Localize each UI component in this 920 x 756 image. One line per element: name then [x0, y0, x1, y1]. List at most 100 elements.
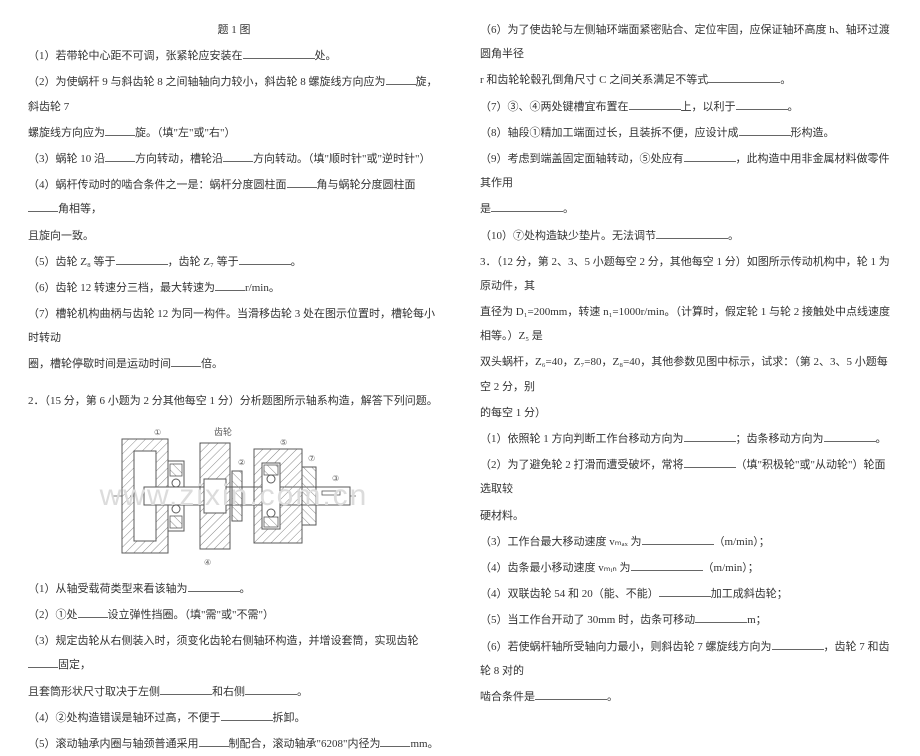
text: 且旋向一致。: [28, 230, 94, 242]
text: （7）③、④两处键槽宜布置在: [480, 101, 629, 113]
q2-head: 2．（15 分，第 6 小题为 2 分其他每空 1 分）分析题图所示轴系构造，解…: [28, 389, 440, 413]
q2-1: （1）从轴受载荷类型来看该轴为。: [28, 577, 440, 601]
text: （m/min）；: [703, 562, 759, 574]
svg-text:⑦: ⑦: [308, 454, 315, 463]
svg-text:③: ③: [332, 474, 339, 483]
text: （4）双联齿轮 54 和 20（能、不能）: [480, 588, 659, 600]
blank: [78, 606, 108, 618]
q1-7b: 圈，槽轮停歇时间是运动时间倍。: [28, 352, 440, 376]
blank: [629, 98, 681, 110]
text: 角与蜗轮分度圆柱面: [317, 179, 416, 191]
q3-2b: 硬材料。: [480, 504, 892, 528]
text: （1）从轴受载荷类型来看该轴为: [28, 583, 188, 595]
text: 。: [780, 74, 791, 86]
text: 啮合条件是: [480, 691, 535, 703]
text: 。: [876, 433, 887, 445]
text: （3）蜗轮 10 沿: [28, 153, 105, 165]
text: （3）工作台最大移动速度 vₘₐₓ 为: [480, 536, 642, 548]
fig1-caption: 题 1 图: [28, 18, 440, 42]
svg-text:齿轮: 齿轮: [214, 426, 232, 437]
blank: [386, 73, 416, 85]
text: 且套筒形状尺寸取决于左侧: [28, 686, 160, 698]
svg-text:②: ②: [238, 458, 245, 467]
text: （5）当工作台开动了 30mm 时，齿条可移动: [480, 614, 695, 626]
blank: [28, 200, 58, 212]
text: （5）滚动轴承内圈与轴颈普通采用: [28, 738, 199, 750]
blank: [160, 683, 212, 695]
q1-7: （7）槽轮机构曲柄与齿轮 12 为同一构件。当滑移齿轮 3 处在图示位置时，槽轮…: [28, 302, 440, 350]
text: （4）②处构造错误是轴环过高，不便于: [28, 712, 221, 724]
text: 处。: [315, 50, 337, 62]
text: 圈，槽轮停歇时间是运动时间: [28, 358, 171, 370]
text: （6）若使蜗杆轴所受轴向力最小，则斜齿轮 7 螺旋线方向为: [480, 641, 772, 653]
left-column: 题 1 图 （1）若带轮中心距不可调，张紧轮应安装在 处。 （2）为使蜗杆 9 与…: [0, 0, 460, 637]
blank: [287, 176, 317, 188]
svg-text:①: ①: [154, 428, 161, 437]
q2-3: （3）规定齿轮从右侧装入时，须变化齿轮右侧轴环构造，并增设套筒，实现齿轮固定，: [28, 629, 440, 677]
text: 。: [788, 101, 799, 113]
blank: [708, 71, 780, 83]
text: 。: [291, 256, 302, 268]
q1-2b: 螺旋线方向应为旋。（填"左"或"右"）: [28, 121, 440, 145]
q2-figure: www.zixin.com.cn: [104, 421, 364, 571]
text: （6）为了使齿轮与左侧轴环端面紧密贴合、定位牢固，应保证轴环高度 h、轴环过渡圆…: [480, 24, 890, 60]
text: 拆卸。: [273, 712, 306, 724]
text: （5）齿轮 Z₈ 等于: [28, 256, 116, 268]
text: 螺旋线方向应为: [28, 127, 105, 139]
text: 上，以利于: [681, 101, 736, 113]
blank: [739, 124, 791, 136]
q3-head-3: 双头蜗杆，Z₆=40，Z₇=80，Z₈=40，其他参数见图中标示，试求：（第 2…: [480, 350, 892, 398]
text: （m/min）；: [714, 536, 770, 548]
q2-6b: r 和齿轮轮毂孔倒角尺寸 C 之间关系满足不等式 。: [480, 68, 892, 92]
blank: [239, 253, 291, 265]
svg-text:⑤: ⑤: [280, 438, 287, 447]
text: r/min。: [245, 282, 280, 294]
text: （10）⑦处构造缺少垫片。无法调节: [480, 230, 656, 242]
blank: [684, 150, 736, 162]
blank: [535, 688, 607, 700]
blank: [736, 98, 788, 110]
blank: [105, 124, 135, 136]
text: （1）若带轮中心距不可调，张紧轮应安装在: [28, 50, 243, 62]
text: r 和齿轮轮毂孔倒角尺寸 C 之间关系满足不等式: [480, 74, 708, 86]
q2-5: （5）滚动轴承内圈与轴颈普通采用制配合，滚动轴承"6208"内径为mm。: [28, 732, 440, 756]
q3-3: （3）工作台最大移动速度 vₘₐₓ 为 （m/min）；: [480, 530, 892, 554]
q3-1: （1）依照轮 1 方向判断工作台移动方向为；齿条移动方向为。: [480, 427, 892, 451]
q3-4a: （4）齿条最小移动速度 vₘᵢₙ 为（m/min）；: [480, 556, 892, 580]
q1-6: （6）齿轮 12 转速分三档，最大转速为 r/min。: [28, 276, 440, 300]
q1-4b: 且旋向一致。: [28, 224, 440, 248]
q1-2: （2）为使蜗杆 9 与斜齿轮 8 之间轴轴向力较小，斜齿轮 8 螺旋线方向应为旋…: [28, 70, 440, 118]
text: （8）轴段①精加工端面过长，且装拆不便，应设计成: [480, 127, 739, 139]
blank: [28, 656, 58, 668]
blank: [684, 430, 736, 442]
q2-6: （6）为了使齿轮与左侧轴环端面紧密贴合、定位牢固，应保证轴环高度 h、轴环过渡圆…: [480, 18, 892, 66]
text: 。: [297, 686, 308, 698]
blank: [824, 430, 876, 442]
text: ；齿条移动方向为: [736, 433, 824, 445]
text: 方向转动，槽轮沿: [135, 153, 223, 165]
spacer: [28, 379, 440, 389]
blank: [684, 456, 736, 468]
text: m；: [747, 614, 767, 626]
text: 制配合，滚动轴承"6208"内径为: [229, 738, 381, 750]
blank: [171, 355, 201, 367]
text: 。: [728, 230, 739, 242]
blank: [215, 279, 245, 291]
right-column: （6）为了使齿轮与左侧轴环端面紧密贴合、定位牢固，应保证轴环高度 h、轴环过渡圆…: [460, 0, 920, 637]
q1-4: （4）蜗杆传动时的啮合条件之一是：蜗杆分度圆柱面角与蜗轮分度圆柱面角相等，: [28, 173, 440, 221]
blank: [105, 150, 135, 162]
blank: [188, 580, 240, 592]
blank: [380, 735, 410, 747]
q1-3: （3）蜗轮 10 沿方向转动，槽轮沿方向转动。（填"顺时针"或"逆时针"）: [28, 147, 440, 171]
q3-4b: （4）双联齿轮 54 和 20（能、不能）加工成斜齿轮；: [480, 582, 892, 606]
text: 设立弹性挡圈。（填"需"或"不需"）: [108, 609, 274, 621]
q1-5: （5）齿轮 Z₈ 等于，齿轮 Z₇ 等于。: [28, 250, 440, 274]
text: （7）槽轮机构曲柄与齿轮 12 为同一构件。当滑移齿轮 3 处在图示位置时，槽轮…: [28, 308, 435, 344]
text: （6）齿轮 12 转速分三档，最大转速为: [28, 282, 215, 294]
blank: [659, 585, 711, 597]
q2-4: （4）②处构造错误是轴环过高，不便于 拆卸。: [28, 706, 440, 730]
text: 。: [563, 203, 574, 215]
blank: [695, 611, 747, 623]
blank: [221, 709, 273, 721]
text: 形构造。: [791, 127, 835, 139]
